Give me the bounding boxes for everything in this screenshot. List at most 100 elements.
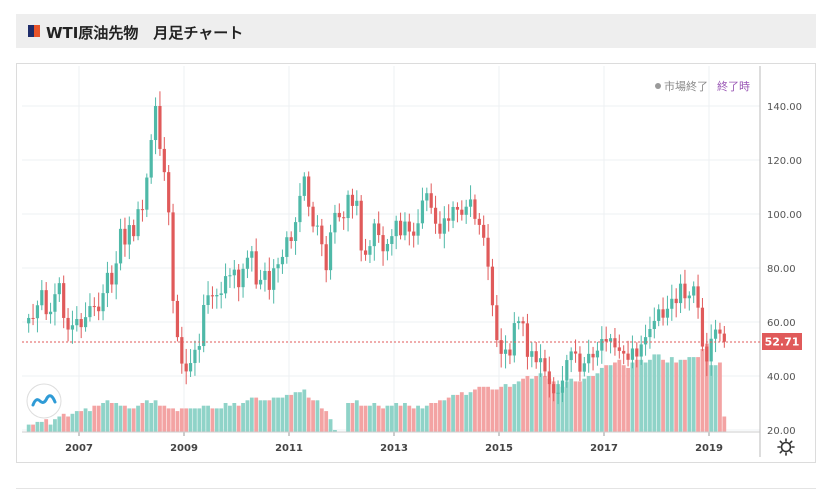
y-tick-label: 100.00	[767, 210, 802, 221]
candle-body	[281, 257, 284, 264]
volume-bar	[604, 365, 608, 432]
volume-bar	[276, 398, 280, 432]
candle-body	[696, 286, 699, 307]
candle-body	[535, 351, 538, 362]
candle-body	[171, 212, 174, 301]
candle-body	[556, 393, 559, 394]
candle-body	[303, 176, 306, 195]
candle-body	[653, 321, 656, 329]
candle-body	[478, 219, 481, 225]
candle-body	[290, 237, 293, 241]
candle-body	[325, 244, 328, 270]
volume-bar	[421, 408, 425, 432]
volume-bar	[447, 398, 451, 432]
candle-body	[495, 305, 498, 340]
volume-bar	[202, 406, 206, 432]
volume-bar	[215, 408, 219, 432]
volume-bar	[351, 403, 355, 432]
x-tick-label: 2011	[275, 443, 303, 454]
volume-bar	[674, 363, 678, 433]
candle-body	[198, 346, 201, 350]
volume-bar	[106, 400, 110, 432]
volume-bar	[57, 417, 61, 433]
volume-bar	[71, 414, 75, 432]
candle-body	[526, 323, 529, 356]
candle-body	[591, 354, 594, 358]
volume-bar	[504, 384, 508, 432]
candle-body	[346, 195, 349, 218]
volume-bar	[66, 417, 70, 433]
volume-bar	[394, 403, 398, 432]
candle-body	[661, 309, 664, 317]
candle-body	[605, 339, 608, 341]
volume-bar	[263, 400, 267, 432]
candle-body	[189, 363, 192, 371]
volume-bar	[31, 425, 35, 432]
candle-body	[123, 229, 126, 245]
volume-bar	[377, 406, 381, 432]
volume-bar	[62, 414, 66, 432]
volume-bar	[44, 419, 48, 432]
volume-bar	[171, 408, 175, 432]
candle-body	[596, 351, 599, 358]
candle-body	[80, 319, 83, 327]
candle-body	[176, 301, 179, 337]
volume-bar	[539, 373, 543, 432]
volume-bar	[609, 365, 613, 432]
candle-body	[486, 238, 489, 267]
y-tick-label: 120.00	[767, 156, 802, 167]
volume-bar	[110, 403, 114, 432]
candle-body	[657, 309, 660, 321]
volume-bar	[154, 400, 158, 432]
volume-bar	[652, 354, 656, 432]
y-tick-label: 20.00	[767, 426, 796, 437]
candle-body	[688, 296, 691, 299]
candle-body	[215, 295, 218, 296]
volume-bar	[158, 406, 162, 432]
candle-body	[425, 193, 428, 200]
candle-body	[395, 221, 398, 236]
volume-bar	[569, 379, 573, 432]
volume-bar	[219, 408, 223, 432]
volume-bar	[250, 398, 254, 432]
volume-bar	[167, 408, 171, 432]
candle-body	[548, 371, 551, 384]
candle-body	[618, 347, 621, 351]
candle-body	[163, 149, 166, 172]
candle-body	[364, 250, 367, 254]
volume-bar	[456, 395, 460, 432]
candle-body	[31, 318, 34, 319]
volume-bar	[399, 406, 403, 432]
candle-body	[119, 229, 122, 264]
volume-bar	[294, 392, 298, 432]
candle-body	[224, 276, 227, 293]
volume-bar	[136, 406, 140, 432]
candle-body	[272, 268, 275, 290]
volume-bar	[224, 403, 228, 432]
candle-body	[220, 293, 223, 295]
volume-bar	[416, 406, 420, 432]
volume-bar	[565, 381, 569, 432]
volume-bar	[79, 411, 83, 432]
logo-button[interactable]	[27, 384, 61, 418]
volume-bar	[302, 390, 306, 433]
candle-body	[49, 312, 52, 314]
volume-bar	[534, 376, 538, 432]
candle-body	[66, 318, 69, 330]
candle-body	[93, 306, 96, 307]
volume-bar	[661, 360, 665, 432]
volume-bar	[469, 392, 473, 432]
volume-bar	[123, 406, 127, 432]
volume-bar	[517, 381, 521, 432]
candle-body	[626, 354, 629, 360]
volume-bar	[132, 408, 136, 432]
settings-gear-icon[interactable]	[778, 439, 794, 455]
candle-body	[578, 354, 581, 372]
candle-body	[342, 217, 345, 218]
volume-bar	[184, 408, 188, 432]
x-tick-label: 2013	[380, 443, 408, 454]
candle-body	[84, 317, 87, 327]
candle-body	[714, 330, 717, 339]
volume-bar	[600, 368, 604, 432]
